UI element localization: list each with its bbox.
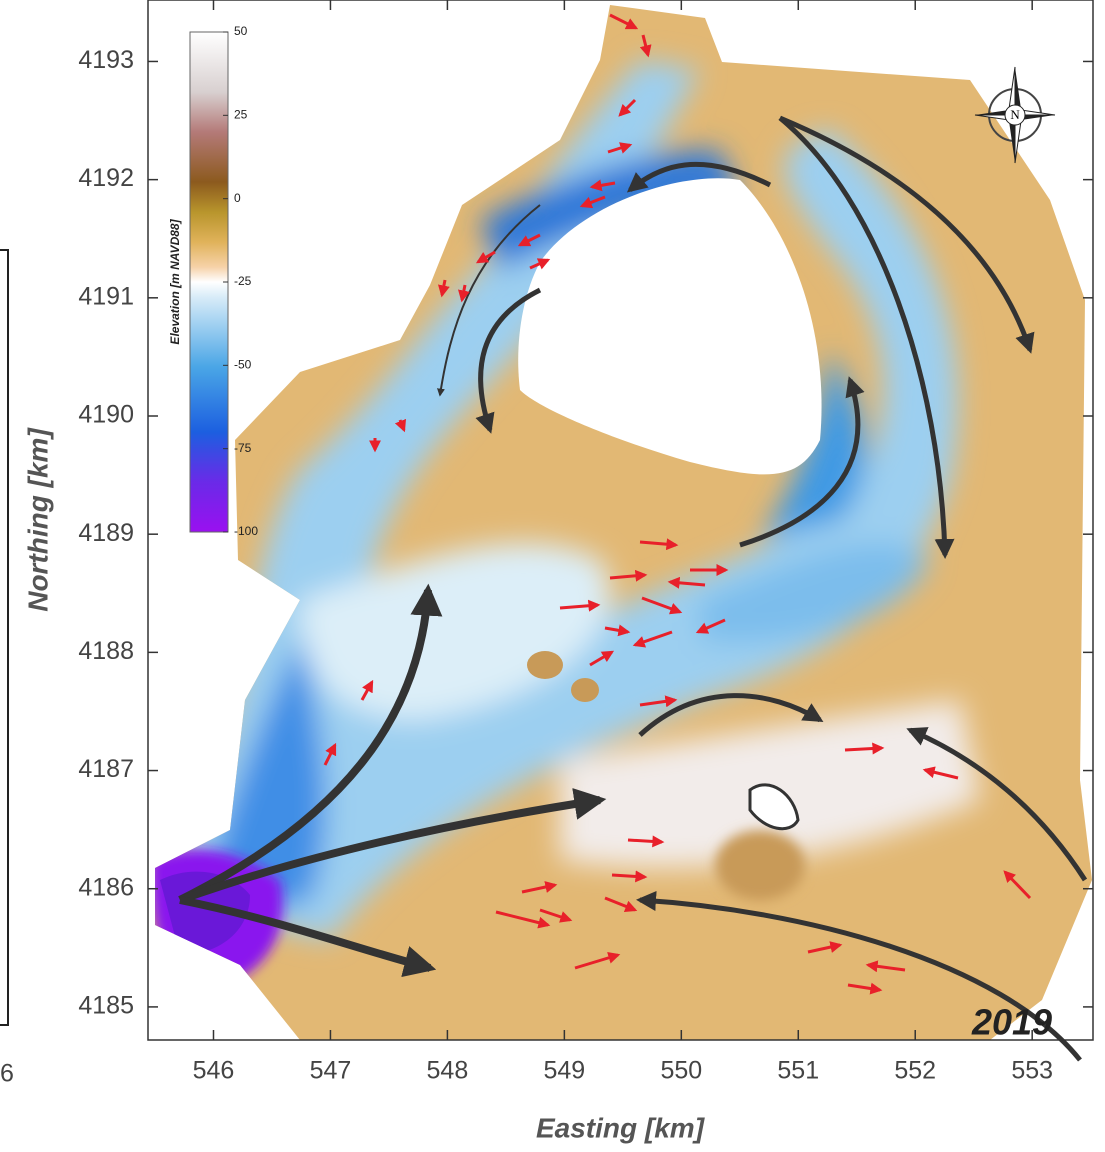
left-panel-tick: 6 xyxy=(0,1060,14,1088)
x-tick-label: 549 xyxy=(544,1057,586,1085)
y-tick-label: 4191 xyxy=(78,282,134,310)
x-tick-label: 550 xyxy=(660,1057,702,1085)
colorbar-tick-label: -100 xyxy=(234,524,258,538)
colorbar-tick-label: -50 xyxy=(234,358,252,372)
colorbar xyxy=(190,32,228,532)
y-tick-label: 4185 xyxy=(78,992,134,1020)
y-tick-label: 4192 xyxy=(78,164,134,192)
x-tick-label: 553 xyxy=(1011,1057,1053,1085)
colorbar-tick-label: -75 xyxy=(234,441,252,455)
y-tick-label: 4186 xyxy=(78,873,134,901)
x-axis-label: Easting [km] xyxy=(536,1112,706,1143)
colorbar-tick-label: 25 xyxy=(234,108,248,122)
x-tick-label: 547 xyxy=(310,1057,352,1085)
year-label: 2019 xyxy=(971,1002,1052,1043)
x-tick-label: 548 xyxy=(427,1057,469,1085)
colorbar-tick-label: 0 xyxy=(234,191,241,205)
x-tick-label: 551 xyxy=(777,1057,819,1085)
compass-label: N xyxy=(1010,107,1020,122)
x-tick-label: 546 xyxy=(193,1057,235,1085)
y-tick-label: 4193 xyxy=(78,46,134,74)
x-tick-label: 552 xyxy=(894,1057,936,1085)
left-panel-fragment xyxy=(0,250,8,1025)
bathymetry xyxy=(140,0,1100,1045)
colorbar-tick-label: 50 xyxy=(234,24,248,38)
y-tick-label: 4188 xyxy=(78,637,134,665)
y-tick-label: 4189 xyxy=(78,519,134,547)
y-tick-label: 4187 xyxy=(78,755,134,783)
y-tick-label: 4190 xyxy=(78,401,134,429)
y-axis-label: Northing [km] xyxy=(22,427,53,612)
colorbar-label: Elevation [m NAVD88] xyxy=(168,218,182,344)
figure: 6 xyxy=(0,0,1105,1147)
colorbar-tick-label: -25 xyxy=(234,274,252,288)
